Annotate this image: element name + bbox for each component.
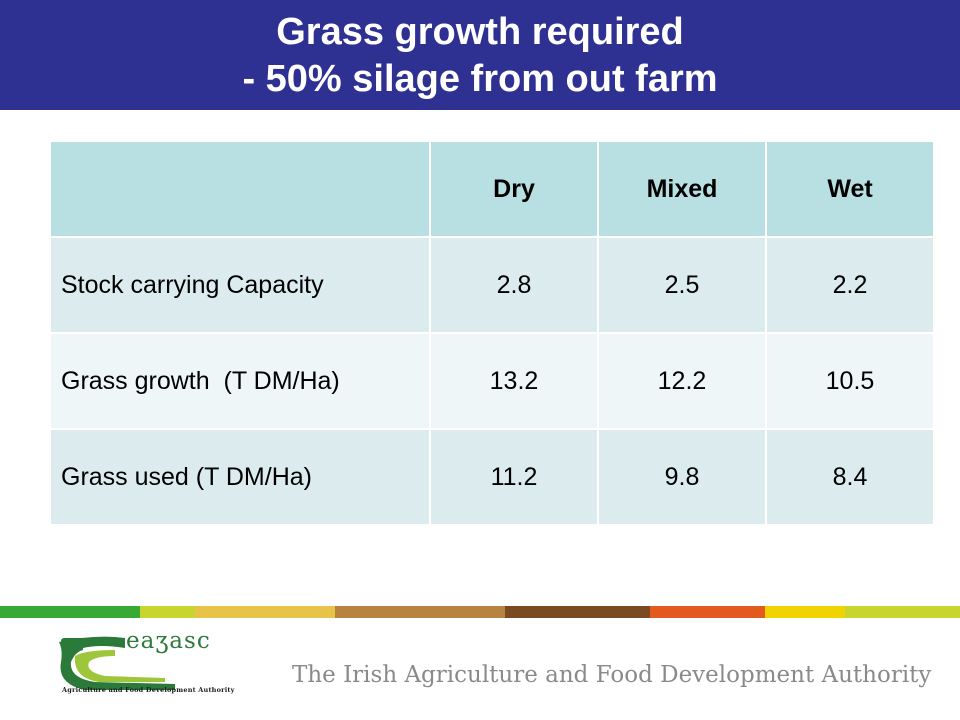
stripe-segment <box>650 606 765 618</box>
color-stripe-bar <box>0 606 960 618</box>
cell-value: 8.4 <box>765 428 935 526</box>
stripe-segment <box>845 606 960 618</box>
cell-value: 11.2 <box>429 428 599 526</box>
column-header-mixed: Mixed <box>597 140 767 238</box>
data-table: Dry Mixed Wet Stock carrying Capacity 2.… <box>49 140 935 526</box>
cell-value: 2.2 <box>765 236 935 334</box>
table-header-row: Dry Mixed Wet <box>49 140 935 238</box>
stripe-segment <box>195 606 335 618</box>
column-header-wet: Wet <box>765 140 935 238</box>
table-row: Stock carrying Capacity 2.8 2.5 2.2 <box>49 236 935 334</box>
table-row: Grass growth (T DM/Ha) 13.2 12.2 10.5 <box>49 332 935 430</box>
stripe-segment <box>765 606 845 618</box>
cell-value: 9.8 <box>597 428 767 526</box>
row-label: Stock carrying Capacity <box>49 236 431 334</box>
cell-value: 2.8 <box>429 236 599 334</box>
cell-value: 13.2 <box>429 332 599 430</box>
stripe-segment <box>335 606 505 618</box>
stripe-segment <box>0 606 140 618</box>
row-label: Grass used (T DM/Ha) <box>49 428 431 526</box>
cell-value: 12.2 <box>597 332 767 430</box>
slide-title: Grass growth required - 50% silage from … <box>0 0 960 110</box>
table-row: Grass used (T DM/Ha) 11.2 9.8 8.4 <box>49 428 935 526</box>
slide-title-line-1: Grass growth required <box>276 11 684 53</box>
logo-wordmark: eaʒasc <box>126 628 211 654</box>
logo-subtitle: Agriculture and Food Development Authori… <box>62 686 235 694</box>
cell-value: 10.5 <box>765 332 935 430</box>
column-header-empty <box>49 140 431 238</box>
stripe-segment <box>505 606 650 618</box>
stripe-segment <box>140 606 195 618</box>
teagasc-logo-icon <box>59 636 175 690</box>
slide-title-line-2: - 50% silage from out farm <box>242 58 718 100</box>
column-header-dry: Dry <box>429 140 599 238</box>
row-label: Grass growth (T DM/Ha) <box>49 332 431 430</box>
cell-value: 2.5 <box>597 236 767 334</box>
authority-tagline: The Irish Agriculture and Food Developme… <box>292 662 932 688</box>
